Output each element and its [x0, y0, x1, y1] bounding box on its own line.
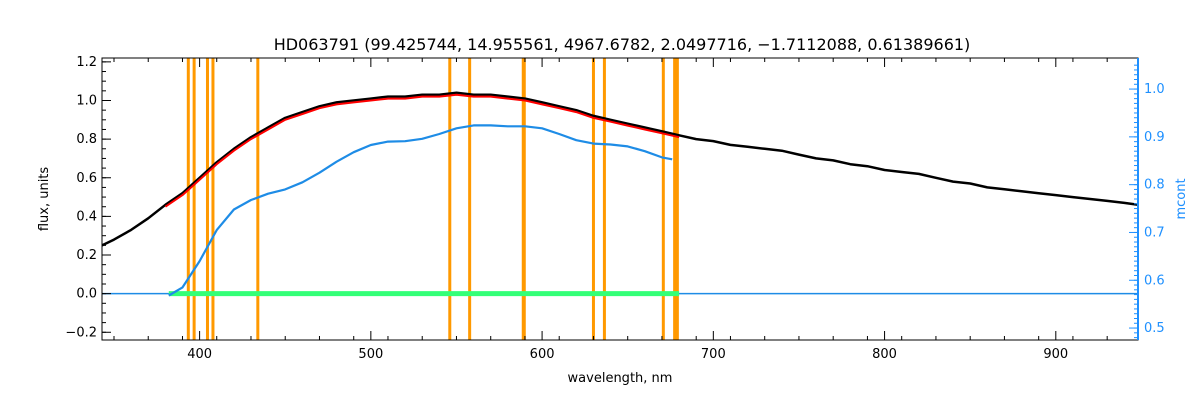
y-tick-label-7: 1.2	[76, 55, 97, 70]
right-axis-label: mcont	[1174, 178, 1189, 219]
y-tick-label-4: 0.6	[76, 171, 97, 186]
x-tick-label-4: 800	[872, 347, 897, 362]
y-tick-label-6: 1.0	[76, 93, 97, 108]
axes: 400 500 600 700 800 900 −0.2 0.0 0.2 0.4 0.6 0.8 1.0…	[65, 55, 1164, 362]
x-tick-label-2: 600	[530, 347, 555, 362]
y-tick-label-0: −0.2	[65, 325, 97, 340]
plot-area	[102, 58, 1138, 340]
y2-tick-label-0: 0.5	[1144, 321, 1165, 336]
y-tick-label-2: 0.2	[76, 248, 97, 263]
y2-tick-label-5: 1.0	[1144, 82, 1165, 97]
y2-tick-label-3: 0.8	[1144, 178, 1165, 193]
x-tick-label-5: 900	[1043, 347, 1068, 362]
x-tick-label-1: 500	[358, 347, 383, 362]
series-observed	[102, 91, 1138, 247]
y2-tick-label-1: 0.6	[1144, 273, 1165, 288]
y2-tick-label-2: 0.7	[1144, 225, 1165, 240]
y2-tick-label-4: 0.9	[1144, 130, 1165, 145]
y-tick-label-3: 0.4	[76, 209, 97, 224]
y-axis-label: flux, units	[37, 167, 52, 232]
series-model	[164, 93, 680, 208]
x-axis-label: wavelength, nm	[568, 371, 673, 386]
x-tick-label-3: 700	[701, 347, 726, 362]
y-tick-label-1: 0.0	[76, 287, 97, 302]
y-tick-label-5: 0.8	[76, 132, 97, 147]
series-continuum	[168, 124, 673, 297]
x-tick-label-0: 400	[187, 347, 212, 362]
chart-title: HD063791 (99.425744, 14.955561, 4967.678…	[274, 35, 971, 54]
